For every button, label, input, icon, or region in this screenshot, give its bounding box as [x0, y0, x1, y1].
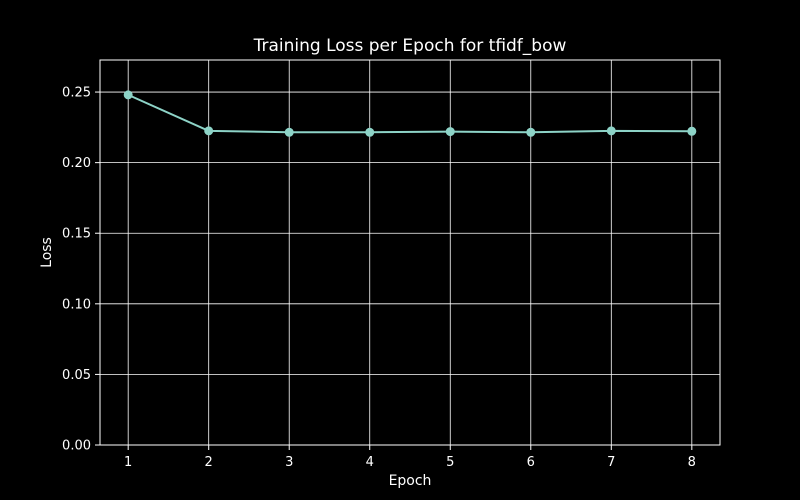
data-point	[606, 126, 616, 136]
grid-lines	[100, 60, 720, 446]
y-tick-label: 0.25	[62, 86, 91, 101]
x-tick-label: 1	[124, 455, 132, 470]
y-tick-label: 0.10	[62, 297, 91, 312]
series-layer	[123, 90, 697, 137]
x-tick-label: 8	[688, 455, 696, 470]
data-point	[365, 127, 375, 137]
data-point	[687, 126, 697, 136]
x-tick-label: 6	[527, 455, 535, 470]
y-axis-title: Loss	[39, 237, 55, 268]
y-tick-label: 0.15	[62, 227, 91, 242]
x-axis-title: Epoch	[389, 473, 432, 489]
y-tick-label: 0.05	[62, 368, 91, 383]
x-tick-label: 4	[366, 455, 374, 470]
x-tick-labels: 1 2 3 4 5 6 7 8	[124, 455, 696, 470]
x-tick-label: 7	[607, 455, 615, 470]
data-point	[284, 127, 294, 137]
x-tick-label: 2	[205, 455, 213, 470]
series-line	[127, 93, 692, 134]
tick-marks	[95, 91, 693, 450]
chart-title: Training Loss per Epoch for tfidf_bow	[253, 36, 567, 56]
x-tick-label: 3	[285, 455, 293, 470]
data-point	[123, 90, 133, 100]
data-point	[526, 127, 536, 137]
y-tick-label: 0.00	[62, 439, 91, 454]
y-tick-label: 0.20	[62, 156, 91, 171]
data-point	[204, 126, 214, 136]
plot-frame	[99, 59, 721, 446]
y-tick-labels: 0.00 0.05 0.10 0.15 0.20 0.25	[62, 86, 91, 454]
x-tick-label: 5	[446, 455, 454, 470]
data-point	[445, 127, 455, 137]
